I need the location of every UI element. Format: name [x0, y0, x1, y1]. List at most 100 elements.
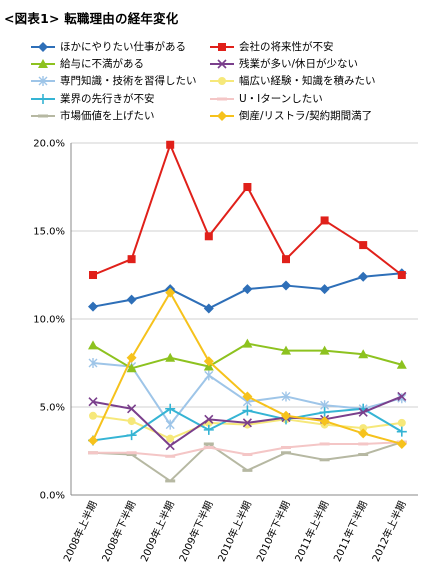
legend-swatch	[210, 97, 234, 101]
data-point	[320, 216, 329, 225]
data-point	[397, 271, 406, 279]
data-point	[358, 349, 369, 359]
data-point	[319, 284, 330, 295]
data-point	[281, 410, 291, 421]
legend-label: 会社の将来性が不安	[239, 41, 334, 53]
data-point	[319, 345, 330, 355]
data-point	[397, 393, 407, 404]
data-point	[204, 370, 214, 381]
gridlines	[71, 142, 418, 496]
data-point	[126, 294, 137, 305]
data-point	[203, 303, 214, 314]
legend-swatch	[31, 59, 55, 69]
data-point	[88, 397, 98, 407]
data-point	[281, 280, 291, 291]
series	[89, 140, 406, 279]
series	[89, 411, 406, 443]
chart-legend: ほかにやりたい仕事がある 会社の将来性が不安給与に不満がある 残業が多い/休日が少な…	[30, 40, 425, 128]
data-point	[126, 352, 137, 363]
x-tick-label: 2010年下半期	[253, 499, 292, 564]
legend-swatch	[210, 59, 234, 69]
data-point	[397, 391, 407, 402]
legend-marker	[217, 59, 227, 69]
data-point	[319, 407, 330, 418]
legend-label: 業界の先行きが不安	[60, 92, 155, 105]
series	[88, 440, 407, 458]
x-tick-label: 2011年下半期	[330, 499, 369, 564]
x-tick-label: 2009年下半期	[176, 499, 215, 564]
data-point	[166, 434, 175, 443]
legend-label: 倒産/リストラ/契約期間満了	[239, 109, 373, 122]
data-point	[88, 435, 98, 446]
x-tick-label: 2008年下半期	[99, 499, 138, 564]
legend-label: 残業が多い/休日が少ない	[239, 58, 359, 71]
legend-swatch	[31, 76, 55, 87]
legend-label: 市場価値を上げたい	[60, 109, 155, 122]
y-tick-label: 20.0%	[33, 139, 65, 150]
data-point	[396, 359, 407, 369]
y-tick-label: 0.0%	[40, 491, 65, 502]
data-point	[396, 438, 407, 449]
data-point	[281, 391, 291, 402]
y-tick-label: 15.0%	[33, 227, 65, 238]
legend-swatch	[31, 42, 55, 52]
data-point	[282, 255, 290, 264]
legend-marker	[217, 110, 227, 121]
data-point	[204, 232, 213, 241]
data-point	[165, 403, 176, 414]
data-point	[165, 287, 176, 298]
legend-marker	[218, 77, 226, 86]
y-tick-label: 10.0%	[33, 315, 65, 326]
legend-label: ほかにやりたい仕事がある	[60, 41, 186, 53]
legend-swatch	[31, 114, 55, 118]
data-point	[396, 426, 407, 437]
legend-label: 幅広い経験・知識を積みたい	[239, 75, 376, 88]
legend-marker	[218, 43, 226, 51]
data-point	[242, 391, 253, 402]
data-point	[203, 356, 214, 367]
data-point	[281, 345, 291, 355]
y-tick-label: 5.0%	[40, 403, 65, 414]
legend-label: 給与に不満がある	[60, 58, 144, 71]
x-tick-label: 2008年上半期	[60, 499, 99, 564]
data-point	[204, 414, 214, 424]
legend-swatch	[210, 110, 234, 121]
data-point	[127, 255, 136, 264]
x-tick-label: 2010年上半期	[215, 499, 254, 564]
page-title: <図表1> 転職理由の経年変化	[4, 11, 179, 26]
data-point	[88, 301, 98, 312]
legend-swatch	[210, 43, 234, 51]
data-point	[165, 419, 175, 430]
data-point	[89, 271, 97, 279]
data-point	[397, 418, 406, 427]
legend-marker	[38, 76, 48, 87]
data-point	[127, 417, 136, 426]
x-tick-label: 2012年上半期	[369, 499, 408, 564]
data-point	[88, 358, 98, 368]
data-point	[126, 363, 137, 373]
data-point	[242, 405, 253, 416]
data-point	[358, 428, 369, 439]
data-point	[358, 407, 368, 417]
data-point	[358, 271, 369, 282]
series	[88, 338, 407, 373]
data-point	[242, 284, 253, 295]
x-tick-label: 2009年上半期	[137, 499, 176, 564]
data-point	[166, 140, 175, 149]
data-point	[88, 340, 98, 350]
x-tick-label: 2011年上半期	[292, 499, 331, 564]
data-point	[242, 338, 253, 348]
data-point	[242, 418, 252, 428]
legend-label: 専門知識・技術を習得したい	[60, 75, 197, 88]
legend-label: U・Iターンしたい	[239, 92, 323, 105]
data-point	[165, 441, 175, 451]
legend-swatch	[210, 77, 234, 86]
data-point	[165, 352, 176, 362]
series-line	[92, 441, 403, 482]
data-point	[359, 424, 368, 433]
legend-swatch	[31, 93, 55, 104]
data-point	[89, 411, 97, 420]
data-point	[243, 183, 252, 191]
legend-marker	[38, 42, 48, 52]
